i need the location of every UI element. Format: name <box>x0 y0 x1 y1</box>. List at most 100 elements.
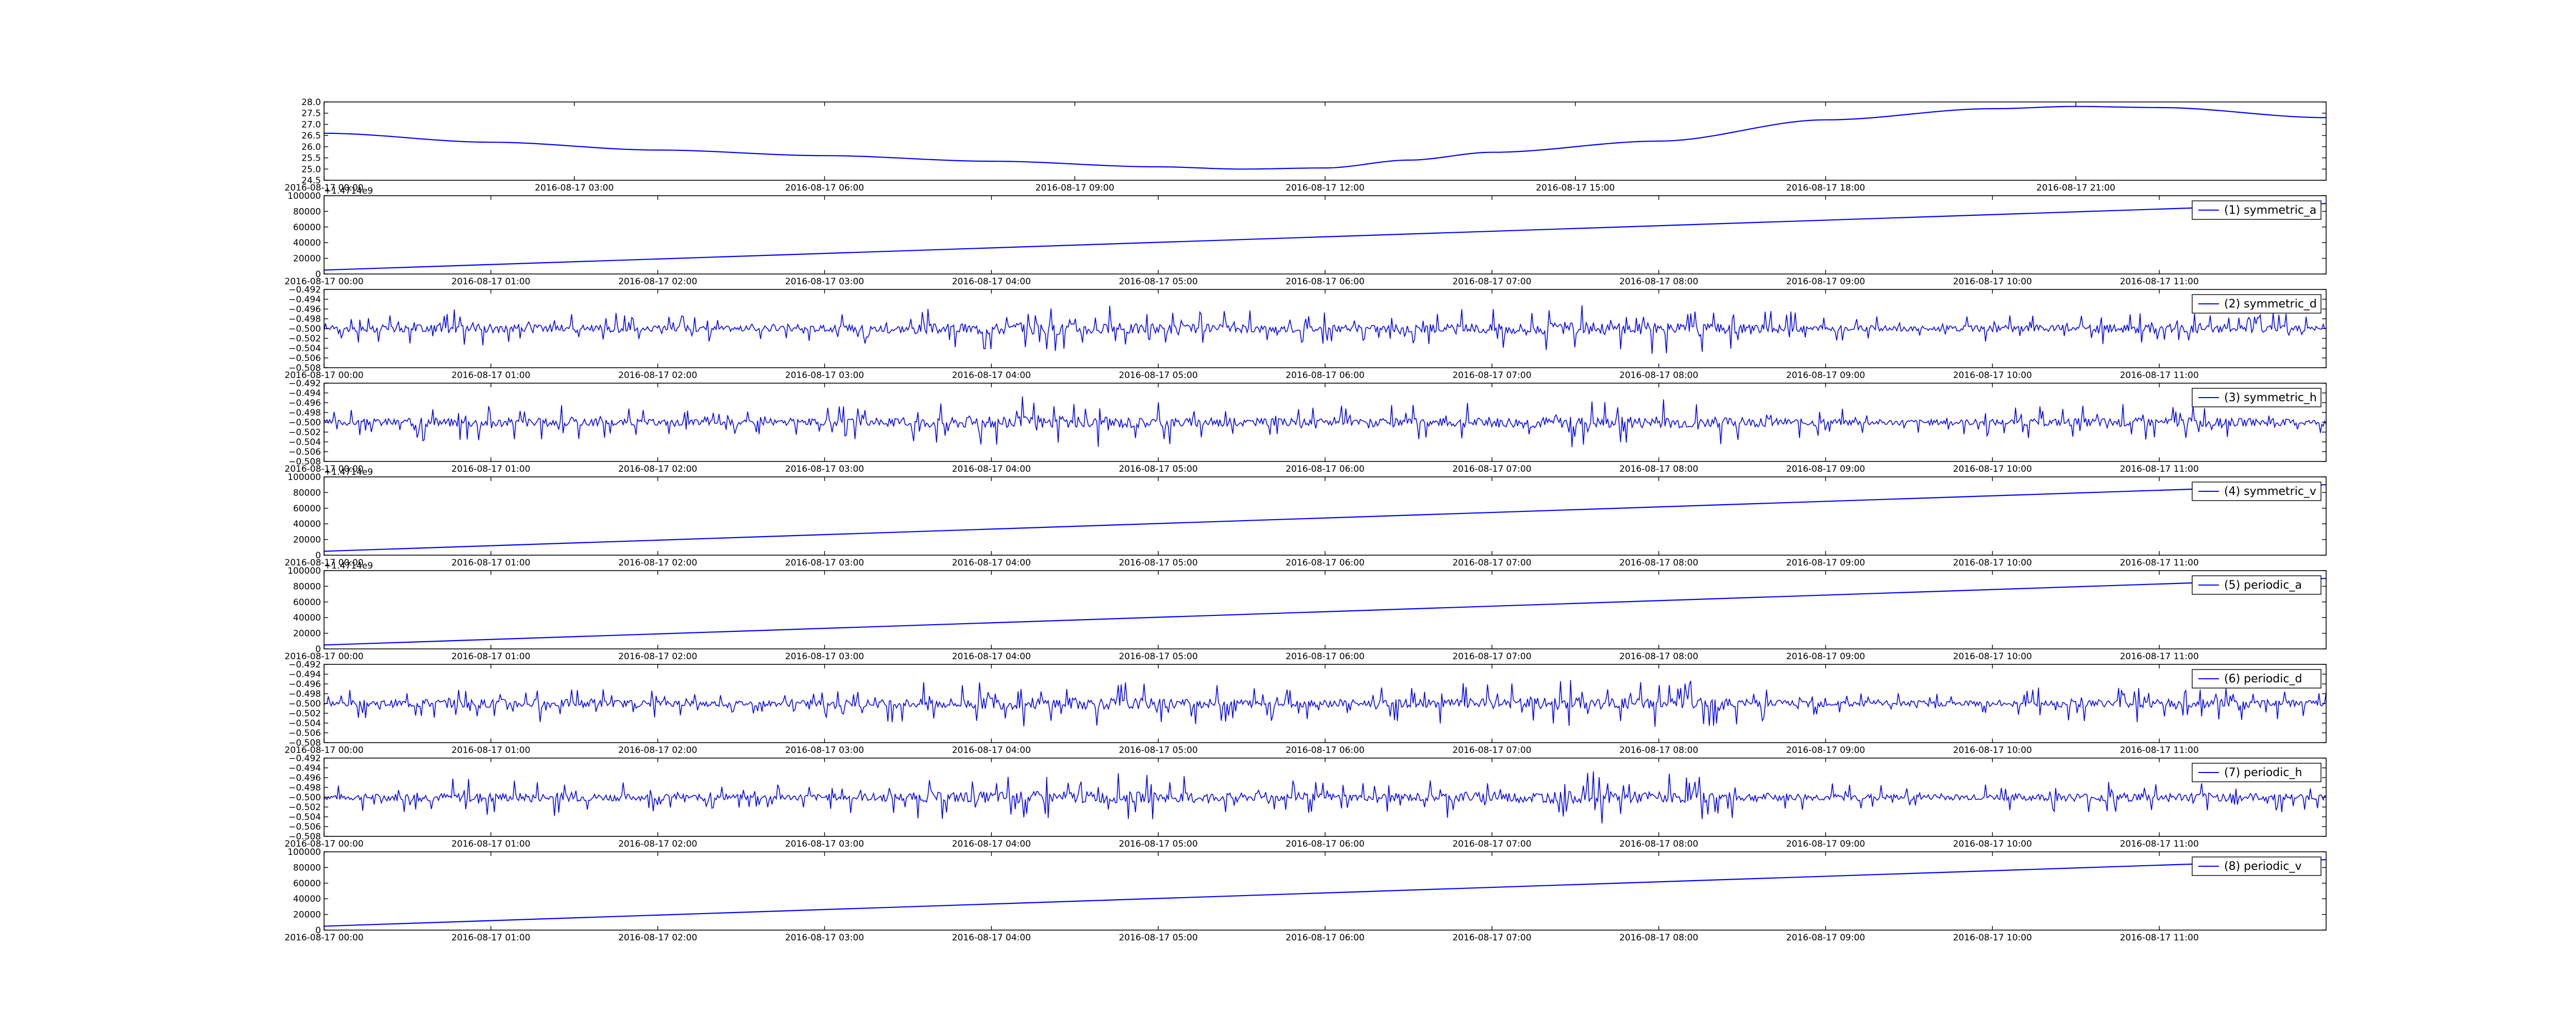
y-tick-label: 20000 <box>293 629 321 639</box>
x-tick-label: 2016-08-17 08:00 <box>1619 651 1698 662</box>
y-tick-label: −0.500 <box>289 324 321 334</box>
series-line <box>324 859 2327 927</box>
x-tick-label: 2016-08-17 11:00 <box>2120 370 2199 381</box>
subplot-1: 24.525.025.526.026.527.027.528.0 2016-08-… <box>284 97 2327 193</box>
y-tick-label: 0 <box>315 925 321 936</box>
legend-label: (6) periodic_d <box>2224 673 2302 685</box>
y-tick-label: 100000 <box>287 191 321 201</box>
y-tick-label: 25.5 <box>301 153 321 164</box>
x-tick-label: 2016-08-17 05:00 <box>1119 277 1198 287</box>
legend-label: (7) periodic_h <box>2224 766 2302 779</box>
y-tick-label: −0.498 <box>289 314 321 324</box>
y-tick-label: 28.0 <box>301 97 321 108</box>
x-tick-label: 2016-08-17 05:00 <box>1119 745 1198 756</box>
axis-offset-label: +1.4714e9 <box>324 561 373 571</box>
y-tick-label: −0.500 <box>289 699 321 709</box>
y-tick-label: −0.496 <box>289 679 321 690</box>
x-tick-label: 2016-08-17 04:00 <box>952 558 1031 568</box>
legend-label: (8) periodic_v <box>2224 860 2301 873</box>
legend: (7) periodic_h <box>2192 763 2321 782</box>
axis-offset-label: +1.4714e9 <box>324 467 373 477</box>
x-tick-label: 2016-08-17 04:00 <box>952 933 1031 943</box>
y-tick-label: −0.506 <box>289 447 321 457</box>
x-tick-label: 2016-08-17 07:00 <box>1452 933 1531 943</box>
y-tick-label: 20000 <box>293 910 321 920</box>
x-tick-label: 2016-08-17 00:00 <box>284 370 363 381</box>
y-tick-label: −0.504 <box>289 344 321 354</box>
x-tick-label: 2016-08-17 01:00 <box>451 558 530 568</box>
x-tick-label: 2016-08-17 18:00 <box>1786 183 1865 193</box>
x-tick-label: 2016-08-17 11:00 <box>2120 558 2199 568</box>
x-tick-label: 2016-08-17 04:00 <box>952 745 1031 756</box>
x-tick-label: 2016-08-17 07:00 <box>1452 464 1531 474</box>
axes-frame <box>324 476 2327 556</box>
x-tick-label: 2016-08-17 05:00 <box>1119 839 1198 849</box>
y-tick-label: 80000 <box>293 581 321 592</box>
x-tick-label: 2016-08-17 10:00 <box>1953 464 2032 474</box>
x-tick-label: 2016-08-17 01:00 <box>451 839 530 849</box>
x-tick-label: 2016-08-17 00:00 <box>284 464 363 474</box>
x-tick-label: 2016-08-17 03:00 <box>785 651 864 662</box>
x-tick-label: 2016-08-17 06:00 <box>1285 370 1364 381</box>
y-tick-label: 100000 <box>287 472 321 483</box>
x-tick-label: 2016-08-17 00:00 <box>284 277 363 287</box>
axes-frame <box>324 195 2327 274</box>
series-line <box>324 578 2327 646</box>
x-tick-label: 2016-08-17 00:00 <box>284 839 363 849</box>
x-tick-label: 2016-08-17 01:00 <box>451 651 530 662</box>
y-tick-label: −0.494 <box>289 295 321 305</box>
y-tick-label: −0.500 <box>289 793 321 803</box>
y-tick-label: 100000 <box>287 847 321 857</box>
subplot-4: −0.508−0.506−0.504−0.502−0.500−0.498−0.4… <box>284 379 2327 474</box>
y-tick-label: −0.496 <box>289 773 321 783</box>
x-tick-label: 2016-08-17 09:00 <box>1786 933 1865 943</box>
y-tick-label: −0.498 <box>289 408 321 418</box>
legend: (4) symmetric_v <box>2192 482 2321 501</box>
x-tick-label: 2016-08-17 11:00 <box>2120 745 2199 756</box>
x-tick-label: 2016-08-17 10:00 <box>1953 839 2032 849</box>
y-tick-label: 27.0 <box>301 119 321 130</box>
subplot-9: 0 20000 40000 60000 80000 100000 2016-08-17 00… <box>284 847 2327 943</box>
x-tick-label: 2016-08-17 07:00 <box>1452 839 1531 849</box>
x-tick-label: 2016-08-17 04:00 <box>952 277 1031 287</box>
axes-frame <box>324 851 2327 931</box>
x-tick-label: 2016-08-17 01:00 <box>451 745 530 756</box>
x-tick-label: 2016-08-17 10:00 <box>1953 370 2032 381</box>
x-tick-label: 2016-08-17 00:00 <box>284 651 363 662</box>
legend: (1) symmetric_a <box>2192 200 2321 220</box>
x-tick-label: 2016-08-17 03:00 <box>785 464 864 474</box>
y-tick-label: 80000 <box>293 488 321 498</box>
x-tick-label: 2016-08-17 09:00 <box>1786 745 1865 756</box>
x-tick-label: 2016-08-17 00:00 <box>284 745 363 756</box>
x-tick-label: 2016-08-17 04:00 <box>952 370 1031 381</box>
y-tick-label: −0.494 <box>289 388 321 399</box>
y-tick-label: −0.508 <box>289 738 321 748</box>
x-tick-label: 2016-08-17 02:00 <box>618 277 697 287</box>
y-tick-label: 40000 <box>293 519 321 529</box>
axis-offset-label: +1.4714e9 <box>324 186 373 196</box>
y-tick-label: −0.506 <box>289 353 321 364</box>
x-tick-label: 2016-08-17 11:00 <box>2120 651 2199 662</box>
x-tick-label: 2016-08-17 09:00 <box>1786 277 1865 287</box>
y-tick-label: −0.496 <box>289 398 321 408</box>
x-tick-label: 2016-08-17 21:00 <box>2037 183 2115 193</box>
x-tick-label: 2016-08-17 06:00 <box>1285 464 1364 474</box>
y-tick-label: 100000 <box>287 566 321 576</box>
y-tick-label: 24.5 <box>301 176 321 186</box>
y-tick-label: 80000 <box>293 207 321 217</box>
y-tick-label: 0 <box>315 551 321 561</box>
x-tick-label: 2016-08-17 11:00 <box>2120 277 2199 287</box>
y-tick-label: 60000 <box>293 879 321 889</box>
x-tick-label: 2016-08-17 01:00 <box>451 464 530 474</box>
x-tick-label: 2016-08-17 09:00 <box>1786 651 1865 662</box>
legend: (3) symmetric_h <box>2192 388 2321 407</box>
x-tick-label: 2016-08-17 08:00 <box>1619 745 1698 756</box>
y-tick-label: 26.5 <box>301 131 321 141</box>
x-tick-label: 2016-08-17 03:00 <box>785 933 864 943</box>
series-line <box>324 396 2327 448</box>
y-tick-label: −0.508 <box>289 363 321 373</box>
y-tick-label: −0.492 <box>289 753 321 764</box>
